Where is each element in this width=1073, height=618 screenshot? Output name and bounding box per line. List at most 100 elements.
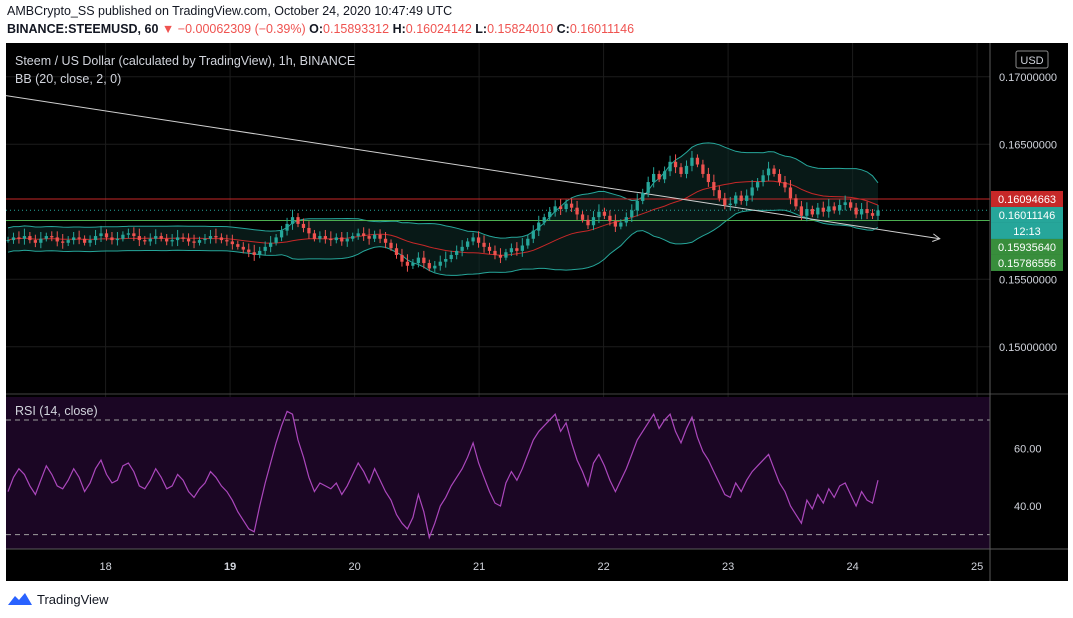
candle-body (356, 233, 360, 237)
candle-body (460, 246, 464, 251)
candle-body (854, 207, 858, 215)
candle-body (323, 236, 327, 239)
price-label-box (991, 206, 1063, 223)
bb-fill (8, 142, 878, 276)
candle-body (777, 173, 782, 183)
candle-body (236, 244, 240, 247)
candle-body (438, 261, 442, 266)
high-value: 0.16024142 (405, 22, 472, 36)
candle-body (849, 202, 853, 208)
candle-body (679, 167, 683, 174)
candle-body (799, 206, 804, 216)
tradingview-brand[interactable]: TradingView (7, 591, 109, 607)
candle-body (870, 213, 875, 216)
currency-button[interactable] (1015, 50, 1049, 69)
candle-body (290, 217, 295, 224)
time-tick-label: 19 (224, 561, 236, 573)
rsi-background (6, 397, 990, 549)
low-label: L: (475, 22, 488, 36)
candle-body (728, 203, 732, 205)
candle-body (99, 233, 103, 237)
candle-body (723, 198, 727, 205)
price-tick-label: 0.15500000 (999, 274, 1057, 286)
candle-body (662, 171, 667, 180)
candle-body (159, 236, 163, 239)
candle-body (487, 246, 492, 251)
candles (6, 151, 880, 273)
candle-body (372, 234, 377, 239)
candle-body (701, 164, 705, 174)
candle-body (165, 238, 169, 242)
time-ticks: 18 19 20 21 22 23 24 25 (99, 561, 983, 573)
price-label-box (991, 254, 1063, 271)
candle-body (383, 238, 388, 243)
candle-body (668, 161, 672, 172)
candle-body (739, 195, 743, 201)
candle-body (531, 230, 535, 239)
candle-body (279, 230, 284, 238)
bb-lower-line (7, 209, 879, 276)
candle-body (755, 182, 760, 188)
price-chart[interactable]: Steem / US Dollar (calculated by Trading… (6, 43, 1068, 581)
candle-body (652, 173, 656, 183)
candle-body (241, 246, 245, 250)
candle-body (132, 233, 136, 237)
candle-body (389, 242, 393, 249)
candle-body (455, 250, 459, 255)
countdown-box (991, 222, 1063, 239)
candle-body (61, 241, 65, 243)
candle-body (44, 236, 48, 239)
candle-body (542, 217, 546, 223)
candle-body (400, 254, 404, 262)
candle-body (783, 182, 787, 188)
candle-body (641, 192, 645, 201)
candle-body (230, 241, 234, 245)
candle-body (351, 236, 355, 239)
candle-body (175, 237, 180, 241)
candle-body (613, 221, 617, 227)
trendline-layer (6, 95, 941, 242)
candle-body (750, 187, 754, 196)
candle-body (827, 206, 831, 212)
candle-body (334, 237, 338, 241)
price-label-text: 0.15786556 (998, 258, 1056, 270)
candle-body (154, 236, 158, 239)
candle-body (761, 175, 765, 183)
candle-body (449, 254, 453, 259)
rsi-ticks: 60.00 40.00 (1014, 444, 1042, 513)
candle-body (788, 187, 793, 199)
candle-body (252, 252, 256, 255)
ohlc-line: BINANCE:STEEMUSD, 60 ▼ −0.00062309 (−0.3… (7, 22, 634, 36)
candle-body (137, 236, 141, 241)
horizontal-lines (6, 198, 990, 221)
close-label: C: (556, 22, 570, 36)
high-label: H: (392, 22, 406, 36)
bollinger-bands (7, 142, 879, 276)
price-label-text: 0.16094663 (998, 194, 1056, 206)
candle-body (646, 182, 650, 193)
rsi-layer (6, 410, 990, 540)
price-tick-label: 0.15000000 (999, 342, 1057, 354)
candle-body (575, 207, 579, 215)
candle-body (493, 250, 497, 255)
candle-body (296, 217, 300, 224)
publisher-line: AMBCrypto_SS published on TradingView.co… (7, 4, 453, 18)
candle-body (794, 198, 798, 207)
tradingview-logo-icon (8, 593, 32, 605)
price-label-text: 0.15935640 (998, 242, 1056, 254)
candle-body (553, 206, 557, 212)
candle-body (465, 241, 470, 247)
candle-body (405, 261, 410, 266)
candle-body (170, 240, 174, 242)
candle-body (72, 237, 76, 241)
time-tick-label: 21 (473, 561, 485, 573)
candle-body (471, 237, 475, 242)
candle-body (444, 259, 448, 262)
candle-body (608, 215, 612, 222)
candle-body (28, 236, 32, 241)
price-tick-label: 0.16500000 (999, 139, 1057, 151)
price-label-text: 0.16011146 (999, 210, 1055, 222)
change-value: ▼ −0.00062309 (−0.39%) (162, 22, 306, 36)
rsi-line (7, 410, 879, 540)
time-tick-label: 24 (846, 561, 858, 573)
